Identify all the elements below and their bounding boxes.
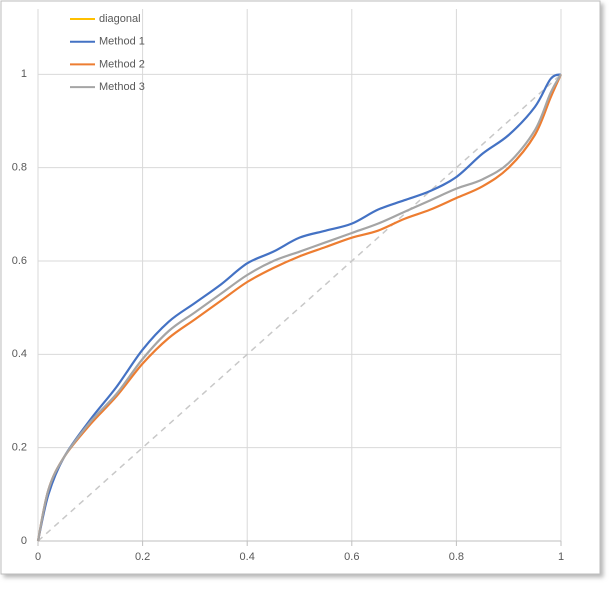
y-tick-label: 0.2 xyxy=(12,442,27,454)
series-line xyxy=(37,73,562,542)
y-tick-label: 0.6 xyxy=(12,255,27,267)
y-tick-label: 0.4 xyxy=(12,348,27,360)
x-tick-label: 0 xyxy=(35,551,41,563)
series-line xyxy=(36,73,562,542)
x-tick-label: 0.6 xyxy=(344,551,359,563)
y-tick-label: 0.8 xyxy=(12,162,27,174)
legend-label: diagonal xyxy=(99,13,141,25)
x-tick-label: 0.2 xyxy=(135,551,150,563)
y-tick-label: 1 xyxy=(21,68,27,80)
series-line xyxy=(36,73,562,542)
x-tick-label: 1 xyxy=(558,551,564,563)
legend-label: Method 2 xyxy=(99,58,145,70)
legend-label: Method 1 xyxy=(99,36,145,48)
series-line xyxy=(36,73,563,542)
x-tick-label: 0.4 xyxy=(240,551,255,563)
legend-label: Method 3 xyxy=(99,81,145,93)
x-tick-label: 0.8 xyxy=(449,551,464,563)
y-tick-label: 0 xyxy=(21,535,27,547)
chart-frame xyxy=(0,0,601,575)
